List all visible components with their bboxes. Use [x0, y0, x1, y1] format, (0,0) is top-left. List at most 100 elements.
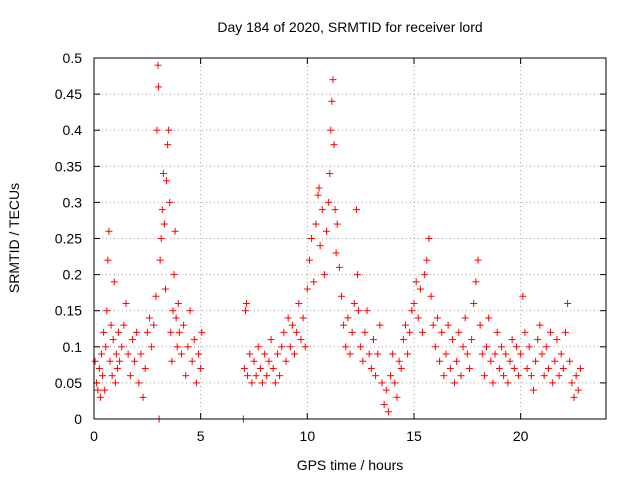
data-point	[168, 357, 176, 365]
data-point	[198, 328, 206, 336]
data-point	[157, 235, 165, 242]
data-point	[172, 314, 180, 322]
data-point	[97, 350, 105, 358]
data-point	[365, 350, 373, 358]
data-point	[359, 357, 367, 365]
data-point	[378, 379, 386, 387]
y-tick-label: 0.4	[63, 122, 83, 138]
data-point	[510, 364, 518, 372]
data-point	[150, 321, 158, 329]
y-tick-label: 0.5	[63, 50, 83, 66]
data-point	[340, 321, 348, 329]
data-point	[517, 350, 525, 358]
data-point	[412, 278, 420, 286]
data-point	[515, 372, 523, 380]
data-point	[96, 393, 104, 401]
data-point	[438, 328, 446, 336]
data-point	[106, 357, 114, 365]
data-point	[139, 393, 147, 401]
data-point	[101, 386, 109, 394]
data-point	[506, 357, 514, 365]
data-point	[148, 343, 156, 351]
data-point	[278, 343, 286, 351]
data-point	[527, 372, 535, 380]
x-tick-label: 15	[406, 428, 422, 444]
data-point	[116, 357, 124, 365]
data-point	[350, 299, 358, 307]
data-point	[180, 321, 188, 329]
data-point	[444, 321, 452, 329]
data-point	[382, 386, 390, 394]
data-point	[159, 170, 167, 178]
data-point	[246, 350, 254, 358]
data-point	[192, 379, 200, 387]
data-point	[318, 206, 326, 214]
data-point	[120, 321, 128, 329]
data-point	[493, 328, 501, 336]
data-point	[532, 357, 540, 365]
data-point	[316, 242, 324, 250]
data-point	[103, 307, 111, 315]
data-point	[164, 141, 172, 149]
data-point	[463, 350, 471, 358]
data-point	[331, 206, 339, 214]
data-point	[534, 336, 542, 344]
data-point	[280, 328, 288, 336]
grid	[94, 58, 606, 419]
data-point	[241, 307, 249, 315]
data-point	[561, 328, 569, 336]
data-point	[323, 227, 331, 235]
x-axis-label: GPS time / hours	[297, 457, 404, 473]
data-point	[131, 357, 139, 365]
data-point	[495, 364, 503, 372]
data-point	[485, 314, 493, 322]
data-point	[332, 249, 340, 257]
data-point	[529, 386, 537, 394]
data-point	[276, 372, 284, 380]
data-point	[436, 357, 444, 365]
data-point	[401, 321, 409, 329]
data-point	[504, 379, 512, 387]
data-point	[110, 278, 118, 286]
data-point	[243, 299, 251, 307]
data-point	[100, 328, 108, 336]
data-point	[352, 206, 360, 214]
y-tick-label: 0.15	[55, 303, 82, 319]
data-point	[273, 350, 281, 358]
data-point	[419, 328, 427, 336]
data-point	[188, 357, 196, 365]
data-point	[353, 271, 361, 279]
data-point	[472, 278, 480, 286]
data-point	[156, 256, 164, 264]
data-point	[508, 336, 516, 344]
data-point	[284, 314, 292, 322]
data-point	[557, 350, 565, 358]
data-point	[325, 198, 333, 206]
data-point	[320, 271, 328, 279]
data-point	[91, 357, 99, 365]
data-point	[305, 256, 313, 264]
data-point	[363, 307, 371, 315]
data-point	[303, 285, 311, 293]
data-point	[143, 328, 151, 336]
data-point	[446, 364, 454, 372]
data-point	[271, 379, 279, 387]
data-point	[570, 393, 578, 401]
data-point	[391, 379, 399, 387]
data-point	[161, 285, 169, 293]
data-point	[163, 177, 171, 185]
data-point	[544, 364, 552, 372]
data-point	[440, 372, 448, 380]
data-point	[261, 350, 269, 358]
data-point	[107, 321, 115, 329]
data-point	[497, 343, 505, 351]
data-point	[133, 328, 141, 336]
data-point	[312, 220, 320, 228]
data-point	[250, 357, 258, 365]
data-point	[442, 350, 450, 358]
data-point	[478, 350, 486, 358]
data-point	[166, 198, 174, 206]
data-point	[126, 372, 134, 380]
data-point	[315, 184, 323, 192]
